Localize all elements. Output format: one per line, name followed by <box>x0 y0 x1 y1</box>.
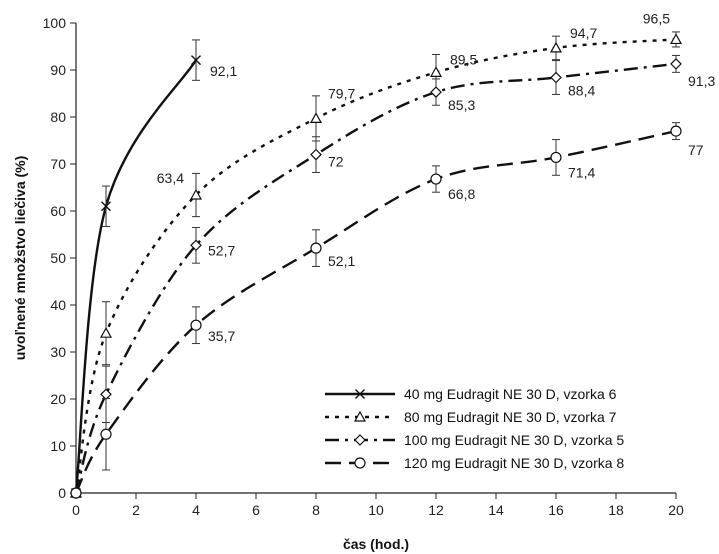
data-labels: 92,1 63,4 79,7 89,5 94,7 96,5 52,7 72 85,3 88,4 91… <box>157 10 716 344</box>
data-label: 71,4 <box>568 164 595 180</box>
y-tick-label: 70 <box>50 156 66 172</box>
x-tick-label: 10 <box>368 502 384 518</box>
marker-triangle <box>549 41 563 53</box>
x-tick-label: 20 <box>668 502 684 518</box>
marker-diamond <box>100 388 112 401</box>
y-tick-label: 10 <box>50 438 66 454</box>
marker-circle <box>354 457 366 469</box>
y-axis-title: uvoľnené množstvo liečiva (%) <box>12 156 28 361</box>
legend-item: 40 mg Eudragit NE 30 D, vzorka 6 <box>325 386 617 402</box>
series-line <box>74 59 198 494</box>
legend-label: 80 mg Eudragit NE 30 D, vzorka 7 <box>404 409 617 425</box>
legend-label: 120 mg Eudragit NE 30 D, vzorka 8 <box>404 455 624 471</box>
y-tick-label: 0 <box>58 485 66 501</box>
marker-x <box>101 201 111 212</box>
x-tick-label: 18 <box>608 502 624 518</box>
series-3 <box>70 54 682 499</box>
marker-triangle <box>189 188 203 200</box>
marker-circle <box>70 487 82 499</box>
series-4 <box>70 122 682 499</box>
x-axis-title: čas (hod.) <box>343 536 409 552</box>
data-label: 72 <box>328 154 344 170</box>
marker-diamond <box>310 148 322 161</box>
data-label: 63,4 <box>157 170 184 186</box>
series-1 <box>71 39 201 498</box>
series-line <box>74 62 677 494</box>
marker-circle <box>670 125 682 137</box>
data-label: 91,3 <box>688 73 715 89</box>
legend-item: 80 mg Eudragit NE 30 D, vzorka 7 <box>325 409 617 425</box>
data-label: 96,5 <box>643 10 670 26</box>
y-tick-label: 80 <box>50 109 66 125</box>
data-label: 77 <box>688 142 704 158</box>
y-tick-label: 50 <box>50 250 66 266</box>
legend-label: 100 mg Eudragit NE 30 D, vzorka 5 <box>404 432 624 448</box>
data-label: 85,3 <box>448 97 475 113</box>
data-label: 92,1 <box>210 63 237 79</box>
y-tick-label: 30 <box>50 344 66 360</box>
marker-diamond <box>550 71 562 84</box>
series-2 <box>69 31 683 498</box>
marker-circle <box>550 151 562 164</box>
data-label: 35,7 <box>208 328 235 344</box>
marker-circle <box>100 428 112 440</box>
marker-circle <box>310 242 322 254</box>
marker-x <box>355 389 365 399</box>
x-tick-label: 4 <box>192 502 200 518</box>
y-tick-label: 100 <box>43 15 67 31</box>
marker-triangle <box>99 326 113 338</box>
marker-triangle <box>669 33 683 45</box>
x-tick-label: 16 <box>548 502 564 518</box>
marker-diamond <box>670 58 682 70</box>
marker-diamond <box>190 239 202 252</box>
marker-triangle <box>429 66 443 77</box>
x-tick-label: 0 <box>72 502 80 518</box>
x-tick-label: 12 <box>428 502 444 518</box>
marker-x <box>191 55 201 66</box>
legend-item: 100 mg Eudragit NE 30 D, vzorka 5 <box>325 432 624 448</box>
x-tick-label: 2 <box>132 502 140 518</box>
y-tick-label: 40 <box>50 297 66 313</box>
x-tick-label: 8 <box>312 502 320 518</box>
x-tick-label: 14 <box>488 502 504 518</box>
data-label: 52,1 <box>328 253 355 269</box>
data-label: 52,7 <box>208 242 235 258</box>
marker-diamond <box>430 86 442 98</box>
marker-triangle <box>353 410 367 422</box>
legend-item: 120 mg Eudragit NE 30 D, vzorka 8 <box>325 455 624 471</box>
marker-diamond <box>354 434 366 446</box>
legend: 40 mg Eudragit NE 30 D, vzorka 6 80 mg Eu… <box>325 386 624 471</box>
x-tick-label: 6 <box>252 502 260 518</box>
chart-axes: 0 10 20 30 40 50 60 70 80 90 100 0 2 4 6 8 10 12 14 16 18 20 <box>43 15 684 518</box>
y-tick-label: 60 <box>50 203 66 219</box>
data-label: 89,5 <box>450 51 477 67</box>
data-label: 94,7 <box>570 25 597 41</box>
data-label: 88,4 <box>568 83 595 99</box>
legend-label: 40 mg Eudragit NE 30 D, vzorka 6 <box>404 386 617 402</box>
data-label: 66,8 <box>448 186 475 202</box>
y-tick-label: 20 <box>50 391 66 407</box>
marker-circle <box>190 319 202 331</box>
y-tick-label: 90 <box>50 62 66 78</box>
series-layer <box>69 31 683 499</box>
marker-circle <box>430 173 442 185</box>
data-label: 79,7 <box>328 85 355 101</box>
marker-triangle <box>309 112 323 124</box>
